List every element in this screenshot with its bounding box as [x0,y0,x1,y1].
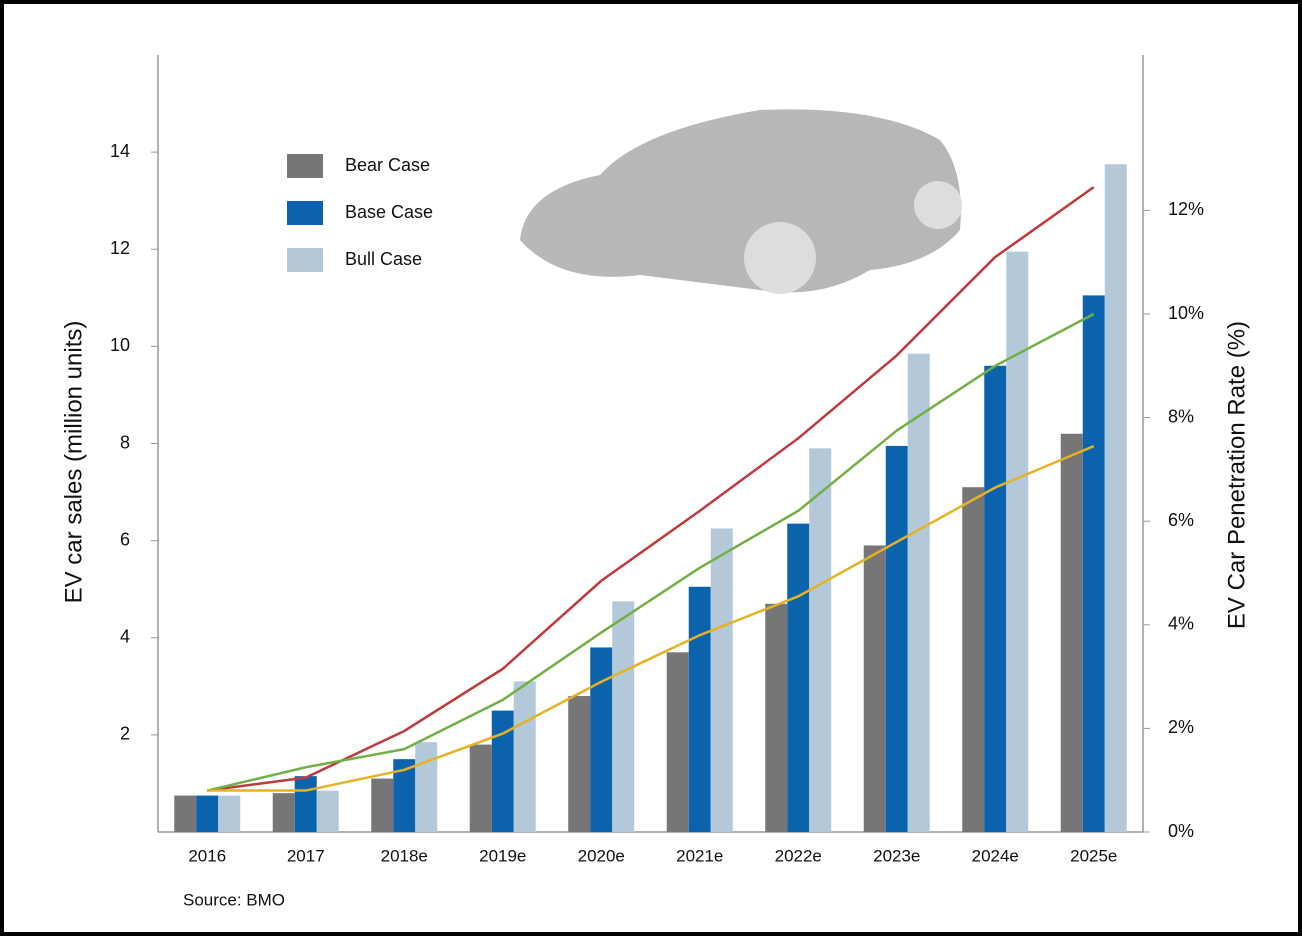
bar [1082,295,1105,832]
x-tick-label: 2023e [873,846,920,865]
trend-line [207,186,1095,792]
y2-tick-label: 2% [1168,717,1194,737]
bar [294,776,317,832]
car-illustration [520,109,962,294]
bar [513,681,536,832]
y2-tick-label: 8% [1168,406,1194,426]
y-tick-label: 6 [120,529,130,549]
y2-tick-label: 0% [1168,821,1194,841]
bar [371,778,394,832]
bar [218,795,241,832]
car-wheel [914,181,962,229]
y-tick-label: 2 [120,724,130,744]
bar [962,487,985,832]
bar [809,448,832,832]
y2-tick-label: 10% [1168,303,1204,323]
bar [316,790,339,832]
y-tick-label: 8 [120,432,130,452]
y2-tick-label: 4% [1168,614,1194,634]
car-body [520,109,961,293]
trend-line [206,312,1095,792]
source-note: Source: BMO [183,890,285,909]
bar [568,696,591,832]
bar [907,353,930,832]
bar [688,586,711,832]
legend-swatch [287,248,323,272]
bar [590,647,613,832]
bar [612,601,635,832]
bar [1006,251,1029,833]
bar [272,793,295,832]
bar [666,652,689,832]
bar [415,742,438,832]
bar [196,795,219,832]
y-axis-title: EV car sales (million units) [60,321,87,604]
legend-label: Bull Case [345,249,422,269]
bar [984,365,1007,832]
bar [491,710,514,832]
bar [1104,164,1127,832]
y2-tick-label: 6% [1168,510,1194,530]
x-tick-label: 2022e [775,846,822,865]
y2-axis-title: EV Car Penetration Rate (%) [1223,321,1250,629]
bar [765,603,788,832]
y2-tick-label: 12% [1168,199,1204,219]
bar [469,744,492,832]
x-tick-label: 2024e [972,846,1019,865]
y-tick-label: 4 [120,627,130,647]
bar [174,795,197,832]
x-tick-label: 2016 [188,846,226,865]
bar [1060,433,1083,832]
x-tick-label: 2017 [287,846,325,865]
trend-line [207,444,1095,792]
x-tick-label: 2021e [676,846,723,865]
bar [863,545,886,832]
legend-swatch [287,201,323,225]
legend-label: Bear Case [345,155,430,175]
legend-swatch [287,154,323,178]
bar [710,528,733,832]
x-tick-label: 2025e [1070,846,1117,865]
y-tick-label: 10 [110,335,130,355]
car-wheel [744,222,816,294]
bar [885,445,908,832]
legend-label: Base Case [345,202,433,222]
bar [393,759,416,832]
y-tick-label: 12 [110,238,130,258]
x-tick-label: 2020e [578,846,625,865]
bar [787,523,810,832]
y-tick-label: 14 [110,141,130,161]
x-tick-label: 2019e [479,846,526,865]
x-tick-label: 2018e [381,846,428,865]
